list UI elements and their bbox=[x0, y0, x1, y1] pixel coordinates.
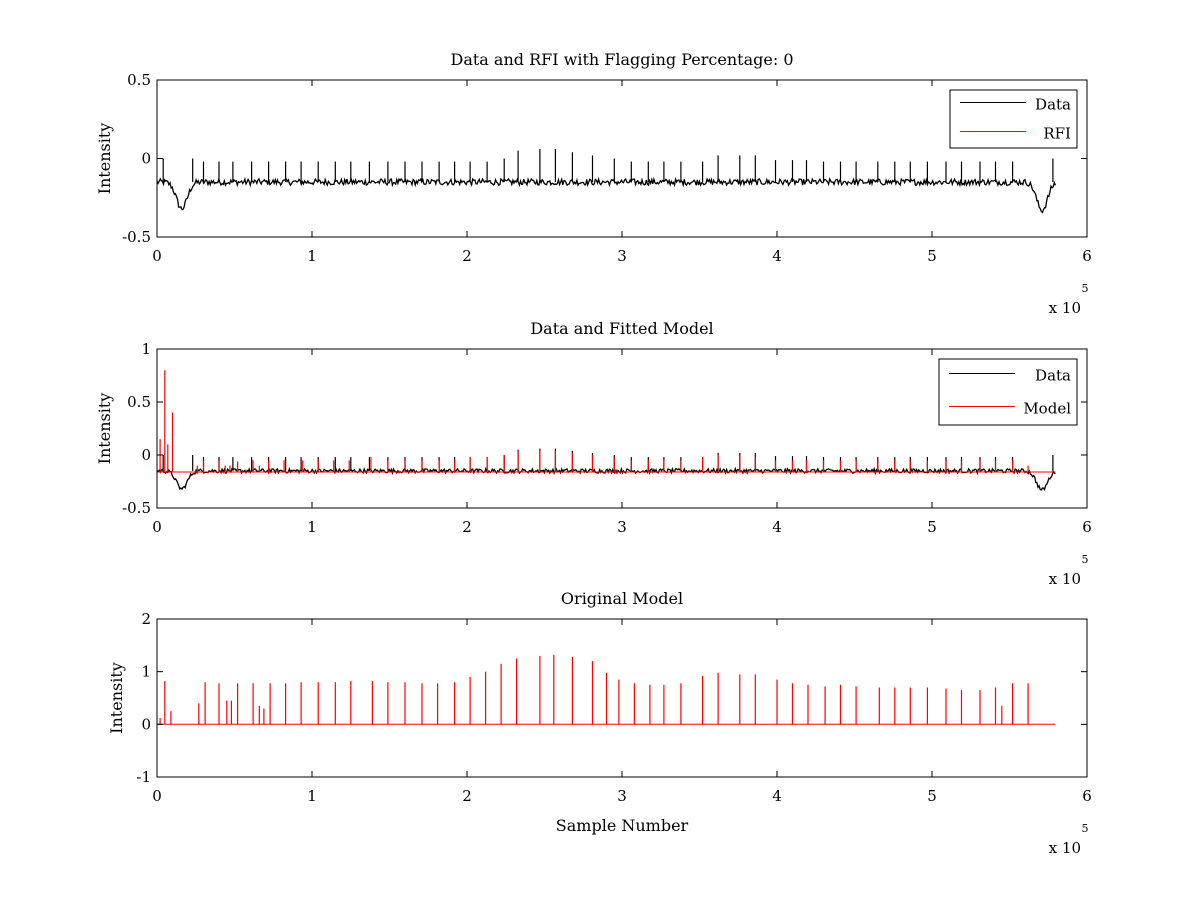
x-axis-label: Sample Number bbox=[556, 816, 689, 835]
y-axis-label: Intensity bbox=[107, 662, 126, 734]
x-tick-label: 4 bbox=[772, 518, 782, 536]
x-multiplier-base: x 10 bbox=[1049, 570, 1081, 588]
series-line-data bbox=[157, 466, 1056, 492]
x-axis-multiplier: x 105 bbox=[1049, 553, 1089, 588]
x-tick-label: 0 bbox=[152, 787, 162, 805]
x-tick-label: 2 bbox=[462, 787, 472, 805]
legend-label-rfi: RFI bbox=[1043, 125, 1071, 143]
x-tick-label: 0 bbox=[152, 518, 162, 536]
legend-label-data: Data bbox=[1035, 367, 1071, 385]
x-tick-label: 4 bbox=[772, 787, 782, 805]
chart-title: Data and Fitted Model bbox=[530, 319, 713, 338]
x-tick-label: 2 bbox=[462, 247, 472, 265]
x-tick-label: 3 bbox=[617, 787, 627, 805]
chart-title: Original Model bbox=[561, 589, 683, 608]
x-tick-label: 5 bbox=[927, 518, 937, 536]
y-tick-label: -1 bbox=[136, 768, 151, 786]
x-multiplier-exponent: 5 bbox=[1082, 553, 1089, 566]
legend-label-data: Data bbox=[1035, 96, 1071, 114]
x-tick-label: 1 bbox=[307, 787, 317, 805]
legend: Data RFI bbox=[949, 89, 1078, 149]
y-tick-label: 0 bbox=[141, 150, 151, 168]
x-tick-label: 6 bbox=[1082, 518, 1092, 536]
x-tick-label: 6 bbox=[1082, 247, 1092, 265]
y-axis-label: Intensity bbox=[95, 393, 114, 465]
x-tick-label: 2 bbox=[462, 518, 472, 536]
y-tick-label: 1 bbox=[141, 663, 151, 681]
x-tick-label: 1 bbox=[307, 247, 317, 265]
y-tick-label: 0 bbox=[141, 446, 151, 464]
x-tick-label: 6 bbox=[1082, 787, 1092, 805]
legend-label-model: Model bbox=[1023, 400, 1071, 418]
plot-area bbox=[157, 654, 1056, 725]
x-tick-label: 3 bbox=[617, 518, 627, 536]
series-line-data bbox=[157, 176, 1056, 214]
axes-box bbox=[156, 618, 1088, 778]
legend: Data Model bbox=[938, 358, 1078, 426]
y-tick-label: 0.5 bbox=[127, 71, 151, 89]
x-multiplier-base: x 10 bbox=[1049, 299, 1081, 317]
plot-area bbox=[157, 149, 1056, 214]
x-axis-multiplier: x 105 bbox=[1049, 282, 1089, 317]
x-axis-multiplier: x 105 bbox=[1049, 822, 1089, 857]
x-multiplier-exponent: 5 bbox=[1082, 282, 1089, 295]
x-tick-label: 5 bbox=[927, 247, 937, 265]
y-tick-label: 1 bbox=[141, 340, 151, 358]
axes-box bbox=[156, 79, 1088, 238]
y-tick-label: 2 bbox=[141, 610, 151, 628]
legend-box bbox=[938, 358, 1078, 426]
x-tick-label: 3 bbox=[617, 247, 627, 265]
x-tick-label: 5 bbox=[927, 787, 937, 805]
x-tick-label: 1 bbox=[307, 518, 317, 536]
y-tick-label: 0.5 bbox=[127, 393, 151, 411]
x-tick-label: 0 bbox=[152, 247, 162, 265]
x-tick-label: 4 bbox=[772, 247, 782, 265]
x-multiplier-exponent: 5 bbox=[1082, 822, 1089, 835]
legend-box bbox=[949, 89, 1078, 149]
chart-title: Data and RFI with Flagging Percentage: 0 bbox=[450, 50, 793, 69]
y-tick-label: -0.5 bbox=[122, 228, 151, 246]
plot-area bbox=[157, 370, 1056, 492]
y-tick-label: 0 bbox=[141, 715, 151, 733]
y-axis-label: Intensity bbox=[95, 123, 114, 195]
y-tick-label: -0.5 bbox=[122, 499, 151, 517]
x-multiplier-base: x 10 bbox=[1049, 839, 1081, 857]
